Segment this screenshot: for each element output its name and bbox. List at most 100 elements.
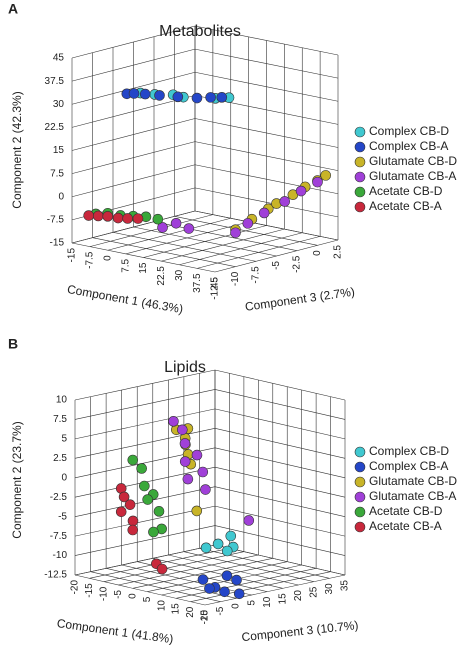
- data-point: [157, 222, 168, 233]
- legend-label: Complex CB-D: [369, 124, 449, 138]
- legend-marker: [354, 476, 366, 488]
- chart-title: Lipids: [164, 359, 206, 376]
- z-tick-label: -7.5: [251, 266, 262, 284]
- z-tick-label: -5: [271, 261, 282, 270]
- wall-grid-y: [214, 447, 346, 479]
- z-tick-label: -10: [200, 610, 211, 625]
- data-point: [156, 563, 168, 575]
- z-tick-label: 35: [340, 580, 351, 592]
- data-point: [204, 583, 215, 594]
- legend-label: Glutamate CB-A: [369, 169, 456, 183]
- wall-grid-y: [194, 164, 339, 195]
- data-point: [154, 90, 165, 101]
- data-point: [231, 574, 242, 586]
- legend-marker: [354, 491, 366, 503]
- wall-grid-y: [71, 25, 196, 59]
- data-point: [212, 538, 224, 550]
- y-tick-label: 7.5: [53, 414, 67, 425]
- y-axis-label: Component 2 (23.7%): [10, 421, 24, 538]
- legend-marker: [354, 446, 366, 458]
- floor-grid-z: [74, 574, 206, 606]
- wall-grid-y: [71, 48, 196, 82]
- legend-label: Acetate CB-A: [369, 199, 442, 213]
- wall-grid-y: [74, 369, 216, 401]
- floor-grid-z: [106, 568, 237, 599]
- floor-grid-x: [132, 558, 273, 589]
- wall-grid-y: [194, 48, 339, 79]
- wall-grid-y: [194, 25, 339, 56]
- data-point: [230, 227, 241, 239]
- data-point: [225, 530, 237, 542]
- x-tick-label: 5: [142, 596, 153, 602]
- legend-label: Glutamate CB-D: [369, 154, 457, 168]
- panel-label: A: [8, 1, 18, 17]
- y-tick-label: 10: [56, 395, 68, 406]
- y-tick-label: -10: [53, 550, 68, 561]
- legend-label: Complex CB-A: [369, 139, 448, 153]
- x-tick-label: 20: [185, 606, 196, 618]
- panel: -15 -7.5 0 7.5 15 22.5 30 37.5 45 -15 -7.5 0 7.5 15 22…: [8, 1, 457, 317]
- legend-label: Complex CB-D: [369, 444, 449, 458]
- z-tick-label: 0: [312, 250, 323, 256]
- data-point: [219, 586, 230, 598]
- legend-label: Glutamate CB-D: [369, 474, 457, 488]
- floor-grid-x: [147, 561, 288, 592]
- y-tick-label: -2.5: [50, 492, 68, 503]
- data-point: [183, 223, 195, 234]
- data-point: [136, 463, 147, 474]
- legend-marker: [354, 141, 366, 153]
- z-tick-label: 5: [246, 600, 257, 606]
- y-tick-label: -15: [50, 238, 65, 249]
- z-tick-label: 0: [231, 603, 242, 609]
- y-tick-label: 45: [53, 53, 65, 64]
- y-axis-label: Component 2 (42.3%): [10, 91, 24, 208]
- z-tick-label: -10: [230, 271, 241, 286]
- wall-grid-y: [74, 389, 216, 420]
- y-tick-label: 5: [61, 434, 67, 445]
- data-point: [243, 515, 255, 526]
- z-tick-label: -12.5: [210, 277, 221, 300]
- x-tick-label: 15: [171, 603, 182, 615]
- x-tick-label: 0: [102, 255, 113, 261]
- x-tick-label: 37.5: [192, 273, 203, 293]
- wall-grid-y: [74, 408, 216, 440]
- floor-grid-z: [152, 558, 283, 589]
- z-tick-label: 20: [293, 590, 304, 602]
- data-point: [153, 506, 165, 517]
- data-point: [221, 545, 233, 557]
- panel: -12.5-10-7.5-5-2.502.557.510-20 -15 -10 -5 0…: [8, 336, 457, 645]
- wall-grid-y: [194, 118, 339, 148]
- data-point: [221, 570, 233, 581]
- wall-grid-y: [214, 466, 346, 498]
- data-point: [170, 217, 182, 229]
- legend-label: Glutamate CB-A: [369, 489, 456, 503]
- y-tick-label: -5: [58, 511, 67, 522]
- y-tick-label: -7.5: [50, 531, 68, 542]
- data-point: [295, 185, 307, 197]
- data-point: [179, 456, 191, 467]
- data-point: [152, 213, 164, 225]
- legend-label: Complex CB-A: [369, 459, 448, 473]
- floor-grid-z: [199, 548, 330, 579]
- z-tick-label: 30: [324, 583, 335, 595]
- floor-grid-z: [71, 242, 216, 273]
- floor-grid-z: [121, 564, 252, 596]
- legend-marker: [354, 201, 366, 213]
- data-point: [242, 218, 254, 229]
- data-point: [197, 574, 209, 585]
- data-point: [200, 542, 212, 554]
- data-point: [258, 207, 270, 219]
- data-point: [191, 92, 203, 104]
- data-point: [112, 212, 124, 224]
- data-point: [127, 515, 139, 527]
- panel-label: B: [8, 336, 18, 352]
- z-tick-label: -2.5: [292, 255, 303, 273]
- x-tick-label: 45: [210, 277, 221, 289]
- wall-grid-y: [194, 71, 339, 102]
- z-axis-label: Component 3 (10.7%): [241, 618, 359, 644]
- data-point: [132, 213, 144, 224]
- data-point: [127, 524, 139, 536]
- data-point: [205, 92, 216, 103]
- wall-grid-y: [194, 210, 339, 241]
